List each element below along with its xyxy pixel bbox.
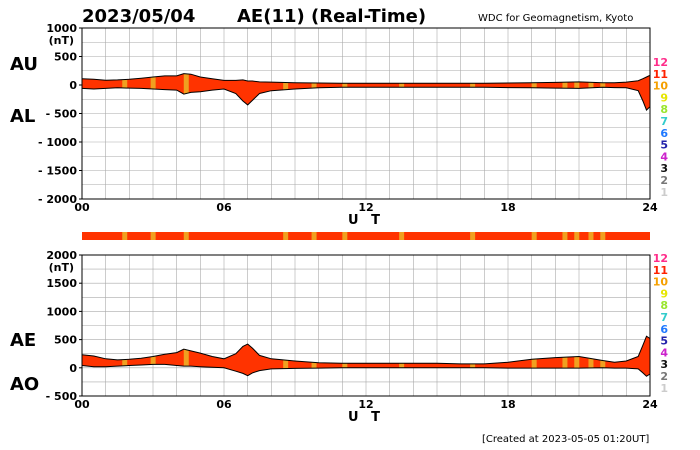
legend-level-item: 6 [660, 127, 668, 140]
index-band-area [82, 336, 650, 377]
status-bar-stripe [600, 232, 606, 240]
legend-level-item: 3 [660, 162, 668, 175]
legend-level-item: 5 [660, 335, 668, 348]
x-tick-label: 18 [500, 398, 515, 411]
y-tick-label: 500 [54, 51, 77, 64]
legend-level-item: 9 [660, 287, 668, 300]
y-tick-label: - 500 [46, 390, 78, 403]
legend-level-item: 7 [660, 115, 668, 128]
x-tick-label: 00 [74, 398, 90, 411]
legend-level-item: 12 [653, 56, 668, 69]
legend-level-item: 2 [660, 174, 668, 187]
legend-level-item: 1 [660, 186, 668, 199]
legend-level-item: 5 [660, 139, 668, 152]
au-al-panel: 1000 500 0 - 500 - 1000 - 1500 - 2000 (nT) 00 06 1… [10, 22, 658, 228]
legend-level-item: 10 [653, 80, 669, 93]
legend-level-item: 9 [660, 91, 668, 104]
status-bar-stripe [342, 232, 348, 240]
y-tick-label: 1000 [46, 305, 77, 318]
x-tick-label: 00 [74, 201, 90, 214]
lower-series-line [81, 86, 651, 111]
y-tick-label: 2000 [46, 249, 77, 262]
y-tick-label: 500 [54, 334, 77, 347]
legend-level-item: 12 [653, 252, 668, 265]
y-tick-label: 1000 [46, 22, 77, 35]
band-stripe [183, 336, 189, 377]
x-tick-label: 24 [642, 201, 658, 214]
status-bar-stripe [122, 232, 128, 240]
index-title: AE(11) (Real-Time) [237, 6, 426, 27]
lower-series-name: AL [10, 106, 35, 127]
legend-level-item: 3 [660, 358, 668, 371]
y-unit-label: (nT) [49, 261, 74, 274]
x-tick-label: 12 [358, 201, 373, 214]
status-bar-stripe [588, 232, 594, 240]
x-tick-label: 06 [216, 398, 232, 411]
upper-series-line [81, 73, 651, 84]
legend-level-item: 4 [660, 346, 668, 359]
band-stripe [183, 73, 189, 111]
x-tick-label: 18 [500, 201, 515, 214]
status-bar-stripe [470, 232, 476, 240]
legend-level-item: 7 [660, 311, 668, 324]
x-tick-label: 06 [216, 201, 232, 214]
legend-level-item: 8 [660, 103, 668, 116]
chart-grid [82, 255, 650, 396]
lower-series-name: AO [10, 374, 39, 395]
status-bar-base [82, 232, 650, 240]
status-bar-stripe [311, 232, 317, 240]
ae-ao-panel: 2000 1500 1000 500 0 - 500 (nT) 00 06 12 18 24 U T AE… [10, 249, 658, 425]
legend-level-item: 11 [653, 264, 668, 277]
status-bar-stripe [574, 232, 580, 240]
x-tick-label: 12 [358, 398, 373, 411]
y-tick-label: - 2000 [38, 193, 77, 206]
x-tick-label: 24 [642, 398, 658, 411]
legend-level-item: 1 [660, 382, 668, 395]
activity-status-bar [82, 232, 650, 240]
y-unit-label: (nT) [49, 34, 74, 47]
chart-grid [82, 28, 650, 199]
legend-level-item: 8 [660, 299, 668, 312]
date-title: 2023/05/04 [82, 6, 195, 27]
legend-level-item: 2 [660, 370, 668, 383]
credit-label: WDC for Geomagnetism, Kyoto [478, 13, 633, 24]
status-bar-stripe [531, 232, 537, 240]
status-bar-stripe [150, 232, 156, 240]
y-tick-label: 0 [69, 362, 77, 375]
status-bar-stripe [183, 232, 189, 240]
index-band-area [82, 73, 650, 111]
status-bar-stripe [562, 232, 568, 240]
plot-frame [81, 254, 651, 397]
y-tick-label: 0 [69, 79, 77, 92]
upper-series-name: AE [10, 330, 36, 351]
y-tick-label: 1500 [46, 277, 77, 290]
status-bar-stripe [399, 232, 405, 240]
x-axis-label: U T [348, 213, 384, 228]
legend-level-item: 11 [653, 68, 668, 81]
y-tick-label: - 1000 [38, 136, 77, 149]
created-timestamp: [Created at 2023-05-05 01:20UT] [482, 434, 649, 445]
lower-series-line [81, 363, 651, 377]
legend-level-item: 6 [660, 323, 668, 336]
status-bar-stripe [283, 232, 289, 240]
x-axis-label: U T [348, 410, 384, 425]
legend-level-item: 10 [653, 276, 669, 289]
upper-series-name: AU [10, 54, 38, 75]
upper-series-line [81, 335, 651, 365]
legend-level-item: 4 [660, 150, 668, 163]
y-tick-label: - 1500 [38, 165, 77, 178]
y-tick-label: - 500 [46, 108, 78, 121]
